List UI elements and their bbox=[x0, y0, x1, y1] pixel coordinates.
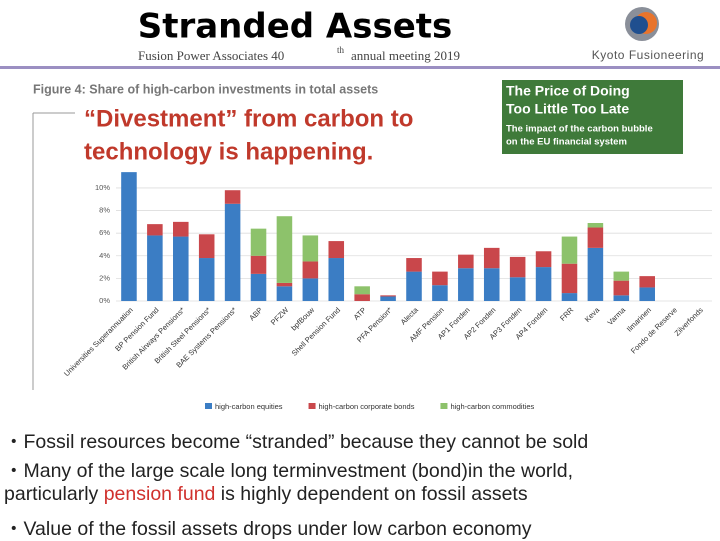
bullet-line: particularly pension fund is highly depe… bbox=[4, 483, 528, 506]
bar-segment bbox=[328, 258, 345, 301]
bullet-text: ・Value of the fossil assets drops under … bbox=[4, 518, 532, 540]
report-title: The Price of Doing bbox=[506, 83, 630, 99]
bar-segment bbox=[509, 277, 526, 301]
logo-text: Kyoto Fusioneering bbox=[592, 48, 704, 62]
y-tick-label: 4% bbox=[99, 251, 110, 260]
report-subtitle: on the EU financial system bbox=[506, 137, 627, 148]
bar-segment bbox=[121, 172, 137, 301]
bullet-line: ・Fossil resources become “stranded” beca… bbox=[4, 425, 588, 454]
bar-segment bbox=[432, 271, 448, 286]
bar-segment bbox=[380, 295, 396, 297]
y-tick-label: 8% bbox=[99, 206, 110, 215]
report-title: Too Little Too Late bbox=[506, 101, 629, 117]
figure-title: Figure 4: Share of high-carbon investmen… bbox=[33, 82, 378, 96]
bullet-line: ・Value of the fossil assets drops under … bbox=[4, 512, 532, 541]
x-tick-label: Keva bbox=[583, 305, 602, 324]
overlay-text: “Divestment” from carbon to bbox=[84, 105, 413, 132]
bar-segment bbox=[380, 296, 396, 301]
bar-segment bbox=[406, 271, 422, 301]
bar-segment bbox=[561, 236, 578, 264]
bar-segment bbox=[276, 282, 293, 287]
bar-segment bbox=[509, 256, 526, 278]
bullet-text: ・Many of the large scale long terminvest… bbox=[4, 460, 574, 482]
bar-segment bbox=[302, 261, 319, 279]
bar-segment bbox=[561, 293, 578, 301]
legend-swatch bbox=[440, 403, 448, 409]
y-tick-label: 0% bbox=[99, 296, 110, 305]
overlay-text: technology is happening. bbox=[84, 138, 373, 165]
bar-segment bbox=[458, 268, 474, 301]
bar-segment bbox=[561, 263, 578, 294]
bar-segment bbox=[173, 236, 189, 301]
bar-segment bbox=[147, 224, 163, 236]
bullet-text: particularly bbox=[4, 483, 104, 505]
x-tick-label: PFZW bbox=[269, 305, 291, 327]
bar-segment bbox=[483, 268, 500, 301]
subtitle-sup: th bbox=[337, 45, 345, 55]
y-tick-label: 6% bbox=[99, 228, 110, 237]
bar-segment bbox=[198, 258, 215, 301]
y-tick-label: 10% bbox=[95, 183, 110, 192]
legend-swatch bbox=[308, 403, 316, 409]
bar-segment bbox=[250, 228, 267, 256]
subtitle: Fusion Power Associates 40 bbox=[138, 48, 284, 63]
bar-segment bbox=[276, 286, 293, 301]
bar-segment bbox=[276, 216, 293, 283]
bar-segment bbox=[224, 203, 241, 301]
bar-segment bbox=[173, 221, 189, 237]
bar-segment bbox=[302, 278, 319, 301]
bar-segment bbox=[354, 286, 370, 295]
bar-segment bbox=[432, 285, 448, 301]
bullet-line: ・Many of the large scale long terminvest… bbox=[4, 454, 573, 483]
report-cover bbox=[502, 80, 683, 154]
bar-segment bbox=[587, 247, 604, 301]
bar-segment bbox=[147, 235, 163, 301]
bullet-text: ・Fossil resources become “stranded” beca… bbox=[4, 431, 589, 453]
slide-title: Stranded Assets bbox=[138, 7, 453, 47]
subtitle: annual meeting 2019 bbox=[351, 48, 460, 63]
x-tick-label: Alecta bbox=[399, 305, 421, 327]
legend-label: high-carbon commodities bbox=[450, 402, 534, 411]
bar-segment bbox=[458, 254, 474, 269]
x-tick-label: ATP bbox=[352, 305, 368, 321]
x-tick-label: Shell Pension Fund bbox=[290, 305, 342, 357]
bar-segment bbox=[302, 235, 319, 262]
x-tick-label: FRR bbox=[558, 305, 576, 323]
bar-segment bbox=[328, 241, 345, 259]
chart: 0%2%4%6%8%10%Universities Superannuation… bbox=[62, 172, 712, 411]
bar-segment bbox=[250, 255, 267, 274]
bar-segment bbox=[613, 295, 630, 301]
x-tick-label: Varma bbox=[606, 305, 628, 327]
bar-segment bbox=[535, 251, 552, 268]
report-subtitle: The impact of the carbon bubble bbox=[506, 124, 653, 135]
bar-segment bbox=[224, 190, 241, 204]
bar-segment bbox=[639, 276, 655, 288]
bullet-text: pension fund bbox=[103, 483, 216, 505]
bar-segment bbox=[613, 280, 630, 296]
x-tick-label: ABP bbox=[247, 305, 264, 322]
bar-segment bbox=[613, 271, 630, 281]
bar-segment bbox=[354, 294, 370, 301]
bar-segment bbox=[198, 234, 215, 259]
bar-segment bbox=[250, 273, 267, 301]
bar-segment bbox=[587, 223, 604, 228]
x-tick-label: Zilverfonds bbox=[673, 305, 705, 337]
y-tick-label: 2% bbox=[99, 273, 110, 282]
bar-segment bbox=[535, 267, 552, 301]
legend-label: high-carbon equities bbox=[215, 402, 283, 411]
bar-segment bbox=[483, 247, 500, 269]
legend-swatch bbox=[205, 403, 212, 409]
logo-icon bbox=[630, 16, 648, 34]
bar-segment bbox=[587, 227, 604, 248]
bar-segment bbox=[406, 258, 422, 272]
legend-label: high-carbon corporate bonds bbox=[319, 402, 415, 411]
bar-segment bbox=[639, 287, 655, 301]
x-tick-label: Fondo de Reserve bbox=[629, 305, 679, 355]
header-rule bbox=[0, 66, 720, 69]
bullet-text: is highly dependent on fossil assets bbox=[215, 483, 528, 505]
